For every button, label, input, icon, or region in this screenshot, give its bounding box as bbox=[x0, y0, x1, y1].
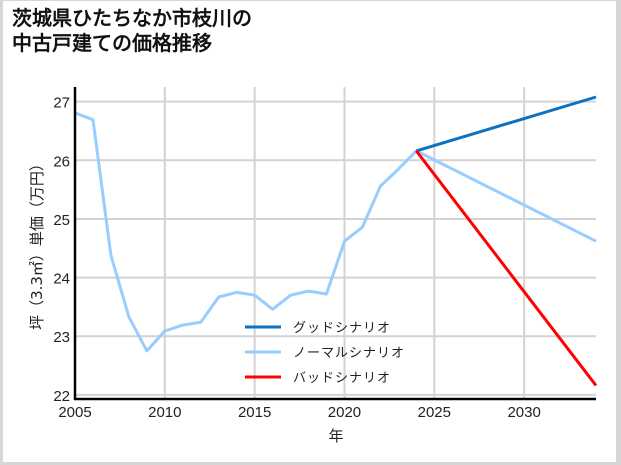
x-tick-label: 2015 bbox=[238, 404, 271, 421]
y-tick-label: 22 bbox=[53, 388, 70, 405]
y-tick-label: 27 bbox=[53, 95, 70, 112]
chart-title: 茨城県ひたちなか市枝川の 中古戸建ての価格推移 bbox=[12, 6, 252, 56]
chart-title-line1: 茨城県ひたちなか市枝川の bbox=[12, 6, 252, 30]
y-tick-label: 24 bbox=[53, 271, 70, 288]
y-axis-label: 坪（3.3㎡）単価（万円） bbox=[28, 156, 46, 330]
x-tick-label: 2020 bbox=[328, 404, 361, 421]
x-tick-label: 2025 bbox=[418, 404, 451, 421]
data-series bbox=[74, 95, 598, 387]
legend-label: バッドシナリオ bbox=[293, 371, 391, 386]
tick-labels: 2005 2010 2015 2020 2025 2030 22 23 24 25 26 27 bbox=[53, 95, 541, 421]
series-line bbox=[74, 111, 597, 353]
y-tick-label: 25 bbox=[53, 212, 70, 229]
legend-label: ノーマルシナリオ bbox=[293, 346, 405, 361]
legend-label: グッドシナリオ bbox=[293, 321, 391, 336]
chart-frame bbox=[3, 1, 616, 462]
x-axis-label: 年 bbox=[328, 427, 343, 445]
axes bbox=[73, 87, 596, 401]
x-tick-label: 2010 bbox=[148, 404, 181, 421]
y-tick-label: 26 bbox=[53, 153, 70, 170]
chart-title-line2: 中古戸建ての価格推移 bbox=[12, 31, 212, 55]
series-line bbox=[415, 95, 597, 153]
series-line bbox=[415, 149, 598, 387]
y-tick-label: 23 bbox=[53, 329, 70, 346]
x-tick-label: 2005 bbox=[58, 404, 91, 421]
x-tick-label: 2030 bbox=[507, 404, 540, 421]
